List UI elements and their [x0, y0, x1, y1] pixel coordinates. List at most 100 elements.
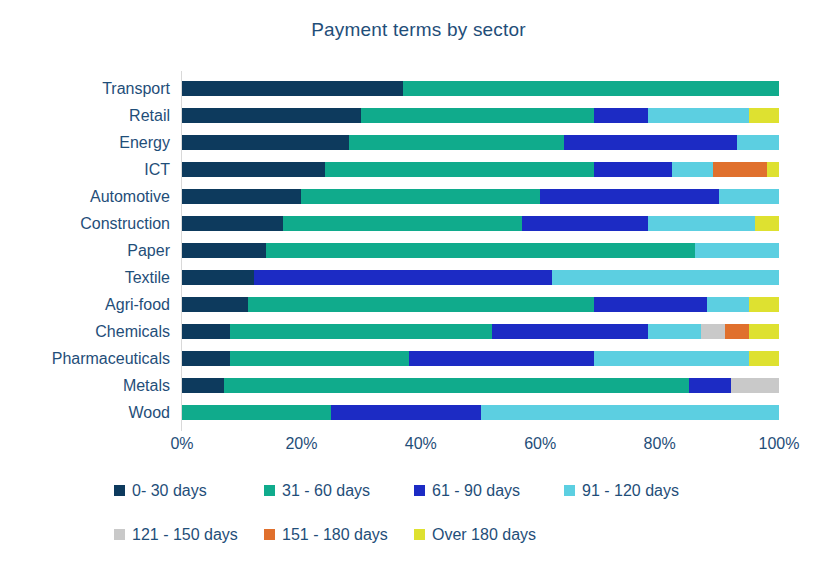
bar-track — [182, 291, 779, 318]
legend: 0- 30 days 31 - 60 days 61 - 90 days 91 - 1… — [114, 480, 837, 545]
x-tick-label: 40% — [405, 435, 437, 453]
legend-label: 151 - 180 days — [282, 526, 388, 544]
stacked-bar — [182, 270, 779, 285]
stacked-bar — [182, 405, 779, 420]
bar-segment — [182, 351, 230, 366]
bar-track — [182, 318, 779, 345]
stacked-bar — [182, 135, 779, 150]
bar-segment — [481, 405, 780, 420]
y-axis-line — [181, 71, 182, 431]
chart-row: Construction — [0, 210, 837, 237]
bar-segment — [749, 351, 779, 366]
bar-segment — [689, 378, 731, 393]
chart-row: Wood — [0, 399, 837, 426]
category-label: Wood — [0, 399, 182, 426]
bar-track — [182, 156, 779, 183]
legend-label: 31 - 60 days — [282, 482, 370, 500]
legend-label: 91 - 120 days — [582, 482, 679, 500]
bar-segment — [701, 324, 725, 339]
chart-row: ICT — [0, 156, 837, 183]
bar-segment — [707, 297, 749, 312]
x-tick-label: 60% — [524, 435, 556, 453]
stacked-bar — [182, 189, 779, 204]
bar-segment — [648, 324, 702, 339]
bar-segment — [540, 189, 719, 204]
stacked-bar — [182, 378, 779, 393]
category-label: Chemicals — [0, 318, 182, 345]
bar-track — [182, 372, 779, 399]
bar-segment — [254, 270, 553, 285]
stacked-bar — [182, 216, 779, 231]
bar-segment — [522, 216, 647, 231]
bar-segment — [182, 162, 325, 177]
bar-track — [182, 183, 779, 210]
bar-segment — [182, 81, 403, 96]
category-label: Retail — [0, 102, 182, 129]
bar-segment — [182, 270, 254, 285]
bar-segment — [648, 216, 755, 231]
bar-segment — [230, 324, 493, 339]
category-label: ICT — [0, 156, 182, 183]
payment-terms-chart: Payment terms by sector TransportRetailE… — [0, 0, 837, 565]
legend-item: 61 - 90 days — [414, 482, 564, 500]
bar-segment — [182, 108, 361, 123]
chart-row: Agri-food — [0, 291, 837, 318]
stacked-bar — [182, 324, 779, 339]
stacked-bar — [182, 351, 779, 366]
bar-segment — [331, 405, 480, 420]
chart-row: Transport — [0, 75, 837, 102]
bar-segment — [695, 243, 779, 258]
legend-label: 61 - 90 days — [432, 482, 520, 500]
category-label: Construction — [0, 210, 182, 237]
category-label: Transport — [0, 75, 182, 102]
legend-label: 121 - 150 days — [132, 526, 238, 544]
bar-segment — [492, 324, 647, 339]
bar-segment — [182, 378, 224, 393]
legend-swatch — [114, 529, 125, 540]
bar-segment — [325, 162, 594, 177]
legend-item: Over 180 days — [414, 526, 564, 544]
bar-segment — [594, 297, 707, 312]
stacked-bar — [182, 162, 779, 177]
bar-segment — [182, 324, 230, 339]
bar-segment — [248, 297, 594, 312]
bar-segment — [737, 135, 779, 150]
stacked-bar — [182, 81, 779, 96]
bar-segment — [672, 162, 714, 177]
bar-segment — [182, 405, 331, 420]
legend-swatch — [414, 529, 425, 540]
bar-segment — [755, 216, 779, 231]
bar-segment — [182, 297, 248, 312]
bar-track — [182, 399, 779, 426]
bar-segment — [594, 351, 749, 366]
bar-segment — [749, 297, 779, 312]
bar-segment — [283, 216, 522, 231]
category-label: Energy — [0, 129, 182, 156]
legend-swatch — [114, 485, 125, 496]
x-tick-label: 100% — [759, 435, 800, 453]
bar-segment — [725, 324, 749, 339]
chart-row: Energy — [0, 129, 837, 156]
category-label: Automotive — [0, 183, 182, 210]
legend-swatch — [414, 485, 425, 496]
bar-track — [182, 75, 779, 102]
chart-title: Payment terms by sector — [0, 0, 837, 42]
bar-segment — [301, 189, 540, 204]
category-label: Textile — [0, 264, 182, 291]
bar-segment — [409, 351, 594, 366]
bar-segment — [230, 351, 409, 366]
chart-row: Retail — [0, 102, 837, 129]
chart-row: Textile — [0, 264, 837, 291]
stacked-bar — [182, 297, 779, 312]
legend-item: 121 - 150 days — [114, 526, 264, 544]
category-label: Paper — [0, 237, 182, 264]
bar-track — [182, 102, 779, 129]
legend-label: 0- 30 days — [132, 482, 207, 500]
x-axis: 0%20%40%60%80%100% — [182, 435, 779, 457]
bar-track — [182, 210, 779, 237]
bar-segment — [594, 162, 672, 177]
bar-segment — [767, 162, 779, 177]
bar-segment — [182, 135, 349, 150]
legend-label: Over 180 days — [432, 526, 536, 544]
bar-segment — [731, 378, 779, 393]
